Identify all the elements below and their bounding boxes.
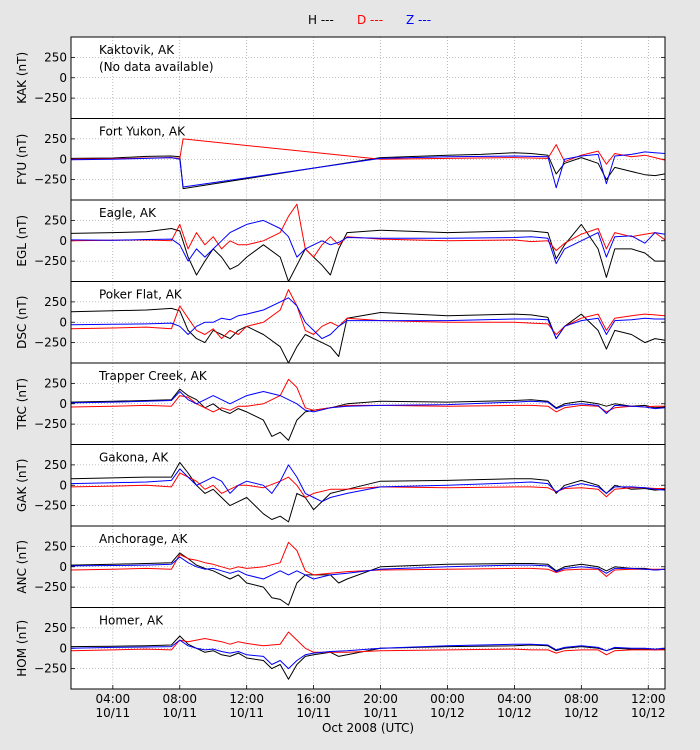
series-z-line [70,639,666,670]
panel-2: −250 0 250 Eagle, AK EGL (nT) [15,199,666,282]
panel-3: −250 0 250 Poker Flat, AK DSC (nT) [15,281,666,364]
station-label: Homer, AK [99,614,164,628]
y-tick-label: 250 [44,539,67,553]
y-tick-label: 0 [59,71,67,85]
x-tick-time-label: 00:00 [430,692,465,706]
station-label: Fort Yukon, AK [99,125,186,139]
y-tick-label: 0 [59,560,67,574]
y-tick-label: −250 [34,580,67,594]
station-label: Gakona, AK [99,451,169,465]
y-tick-label: −250 [34,417,67,431]
station-label: Eagle, AK [99,206,157,220]
series-z-line [70,151,666,189]
x-tick-date-label: 10/11 [229,706,264,720]
y-axis-label: TRC (nT) [15,378,29,431]
x-tick-time-label: 12:00 [631,692,666,706]
legend: H --- D --- Z --- [308,13,431,27]
x-axis: 04:0010/1108:0010/1112:0010/1116:0010/11… [96,685,666,720]
series-h-line [70,223,665,282]
series-z-line [70,297,665,340]
panel-5: −250 0 250 Gakona, AK GAK (nT) [15,444,666,527]
y-axis-label: HOM (nT) [15,620,29,677]
x-tick-date-label: 10/12 [564,706,599,720]
series-z-line [70,464,666,503]
x-tick-time-label: 04:00 [497,692,532,706]
y-axis-label: EGL (nT) [15,215,29,267]
y-tick-label: 0 [59,397,67,411]
legend-z: Z --- [406,13,431,27]
y-axis-label: KAK (nT) [15,52,29,104]
y-tick-label: −250 [34,254,67,268]
y-axis-label: ANC (nT) [15,540,29,594]
x-tick-time-label: 04:00 [96,692,131,706]
series-d-line [70,631,665,656]
panel-1: −250 0 250 Fort Yukon, AK FYU (nT) [15,118,666,201]
x-tick-time-label: 20:00 [363,692,398,706]
x-tick-time-label: 08:00 [162,692,197,706]
panels: −250 0 250 Kaktovik, AK (No data available) K… [15,36,666,690]
y-axis-label: FYU (nT) [15,134,29,185]
x-tick-date-label: 10/11 [96,706,131,720]
y-tick-label: −250 [34,173,67,187]
series-d-line [70,289,666,340]
x-tick-date-label: 10/11 [296,706,331,720]
y-tick-label: 250 [44,376,67,390]
x-tick-date-label: 10/11 [363,706,398,720]
x-tick-date-label: 10/12 [631,706,666,720]
y-tick-label: 0 [59,478,67,492]
y-tick-label: −250 [34,336,67,350]
y-axis-label: DSC (nT) [15,296,29,349]
y-tick-label: 250 [44,295,67,309]
panel-6: −250 0 250 Anchorage, AK ANC (nT) [15,525,666,608]
panel-0: −250 0 250 Kaktovik, AK (No data available) K… [15,36,666,119]
panel-7: −250 0 250 Homer, AK HOM (nT) [15,607,666,690]
y-tick-label: 0 [59,234,67,248]
series-z-line [70,219,666,265]
series-z-line [70,391,666,414]
series-d-line [70,541,665,577]
series-z-line [70,556,666,580]
y-tick-label: 0 [59,641,67,655]
x-tick-date-label: 10/12 [497,706,532,720]
series-h-line [70,152,666,190]
station-label: Anchorage, AK [99,532,188,546]
y-tick-label: 250 [44,458,67,472]
y-tick-label: −250 [34,91,67,105]
legend-h: H --- [308,13,334,27]
panel-4: −250 0 250 Trapper Creek, AK TRC (nT) [15,362,666,445]
y-tick-label: −250 [34,499,67,513]
x-tick-date-label: 10/11 [162,706,197,720]
y-tick-label: 250 [44,132,67,146]
series-h-line [70,307,666,364]
legend-d: D --- [357,13,383,27]
x-axis-label: Oct 2008 (UTC) [322,721,414,735]
y-tick-label: 0 [59,315,67,329]
x-tick-date-label: 10/12 [430,706,465,720]
series-h-line [70,461,666,523]
y-tick-label: 0 [59,152,67,166]
station-note: (No data available) [99,60,214,74]
x-tick-time-label: 16:00 [296,692,331,706]
panel-frame [70,607,666,690]
x-tick-time-label: 12:00 [229,692,264,706]
station-label: Trapper Creek, AK [98,369,208,383]
series-d-line [70,203,666,258]
station-label: Poker Flat, AK [99,288,183,302]
y-tick-label: −250 [34,662,67,676]
station-label: Kaktovik, AK [99,43,175,57]
y-tick-label: 250 [44,621,67,635]
y-axis-label: GAK (nT) [15,459,29,513]
y-tick-label: 250 [44,213,67,227]
series-h-line [70,388,666,441]
series-h-line [70,552,666,606]
y-tick-label: 250 [44,50,67,64]
x-tick-time-label: 08:00 [564,692,599,706]
